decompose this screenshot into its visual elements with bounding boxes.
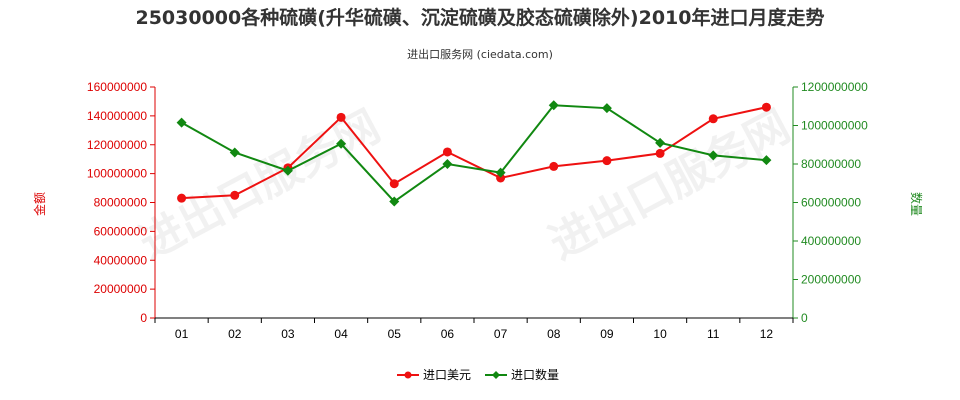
x-tick-label: 11	[707, 327, 720, 341]
y-left-tick-label: 100000000	[87, 167, 147, 181]
x-tick-label: 06	[441, 327, 455, 341]
series-2-point	[655, 137, 666, 148]
series-1-point	[549, 161, 559, 171]
series-2-point	[548, 100, 559, 111]
series-1-point	[761, 102, 771, 112]
series-1-point	[496, 173, 506, 183]
watermark-text: 进出口服务网	[541, 101, 798, 270]
x-tick-label: 10	[653, 327, 667, 341]
legend-label: 进口数量	[511, 367, 559, 382]
y-left-tick-label: 0	[140, 311, 147, 325]
axes: 0 20000000 40000000 60000000 80000000 1000000…	[87, 80, 868, 341]
series-1-point	[230, 190, 240, 200]
series-2-point	[229, 147, 240, 158]
series-line-2	[181, 104, 767, 203]
series-2-point	[495, 167, 506, 178]
x-tick-label: 12	[760, 327, 774, 341]
series-line-1	[181, 106, 767, 200]
y-left-tick-label: 140000000	[87, 109, 147, 123]
y-right-tick-label: 200000000	[801, 273, 861, 287]
series-1-point	[602, 156, 612, 166]
series-2-point	[442, 159, 453, 169]
y-right-tick-label: 0	[801, 311, 808, 325]
series-1-point	[177, 193, 187, 203]
y-left-tick-label: 160000000	[87, 80, 147, 94]
x-tick-label: 09	[600, 327, 614, 341]
series-2-point	[336, 138, 347, 149]
legend: 进口美元 进口数量	[397, 367, 559, 382]
chart-title: 25030000各种硫磺(升华硫磺、沉淀硫磺及胶态硫磺除外)2010年进口月度走…	[135, 6, 824, 29]
x-tick-label: 01	[175, 327, 189, 341]
x-tick-label: 04	[334, 327, 348, 341]
x-tick-label: 03	[281, 327, 295, 341]
series-2-point	[282, 165, 293, 176]
watermark-layer: 进出口服务网 进出口服务网	[131, 101, 798, 270]
watermark-text: 进出口服务网	[131, 101, 388, 270]
y-left-tick-label: 40000000	[94, 253, 148, 267]
series-1-point	[708, 114, 718, 124]
series-1-point	[389, 179, 399, 189]
series-2-point	[761, 155, 772, 166]
x-tick-label: 05	[388, 327, 402, 341]
series-1-point	[336, 112, 346, 122]
series-2-point	[176, 117, 187, 128]
series-layer	[176, 100, 772, 207]
series-1-point	[442, 147, 452, 157]
y-left-tick-label: 60000000	[94, 224, 148, 238]
legend-marker	[492, 371, 500, 379]
chart-subtitle: 进出口服务网 (ciedata.com)	[407, 47, 553, 61]
series-1-point	[655, 148, 665, 158]
y-right-tick-label: 1200000000	[801, 80, 868, 94]
series-2-point	[389, 196, 400, 207]
y-left-axis-title: 金额	[32, 192, 47, 216]
y-right-tick-label: 800000000	[801, 157, 861, 171]
y-right-tick-label: 400000000	[801, 234, 861, 248]
y-left-tick-label: 80000000	[94, 196, 148, 210]
y-left-tick-label: 120000000	[87, 138, 147, 152]
x-tick-label: 02	[228, 327, 242, 341]
legend-marker	[404, 371, 412, 379]
x-tick-label: 08	[547, 327, 561, 341]
series-2-point	[601, 103, 612, 114]
y-right-axis-title: 数量	[909, 192, 924, 216]
legend-label: 进口美元	[423, 368, 471, 382]
series-2-point	[708, 150, 719, 161]
y-right-tick-label: 1000000000	[801, 119, 868, 133]
y-left-tick-label: 20000000	[94, 282, 148, 296]
x-tick-label: 07	[494, 327, 508, 341]
y-right-tick-label: 600000000	[801, 196, 861, 210]
